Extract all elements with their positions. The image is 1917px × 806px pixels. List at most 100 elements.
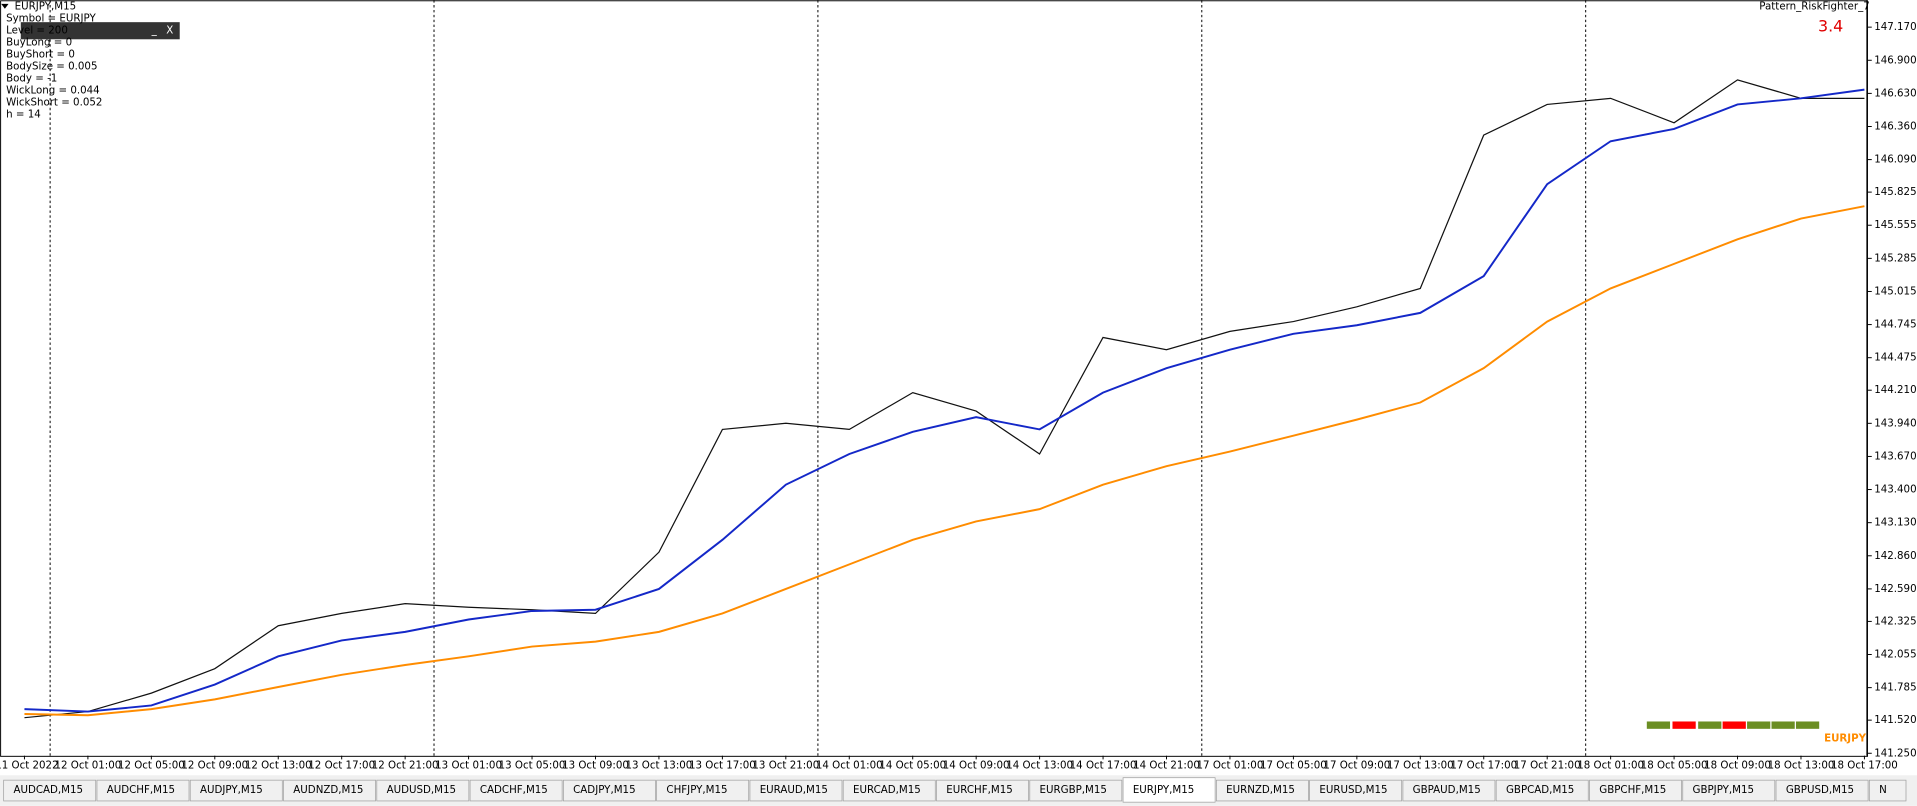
tab-label[interactable]: N <box>1879 784 1887 796</box>
tab[interactable] <box>1122 777 1216 803</box>
y-tick-label: 146.090 <box>1874 154 1916 166</box>
y-tick-label: 146.630 <box>1874 87 1916 99</box>
y-tick-label: 143.940 <box>1874 417 1916 429</box>
tab-label[interactable]: AUDNZD,M15 <box>293 784 363 796</box>
indicator-name: Pattern_RiskFighter_7 <box>1759 0 1869 12</box>
tab-label[interactable]: EURCHF,M15 <box>946 784 1013 796</box>
series-line <box>24 88 1865 713</box>
tab-label[interactable]: EURNZD,M15 <box>1226 784 1295 796</box>
y-tick-label: 143.400 <box>1874 484 1916 496</box>
tab-label[interactable]: EURAUD,M15 <box>760 784 828 796</box>
y-tick-label: 141.520 <box>1874 714 1916 726</box>
x-tick-label: 18 Oct 09:00 <box>1704 759 1771 771</box>
x-tick-label: 13 Oct 17:00 <box>689 759 756 771</box>
tab-label[interactable]: GBPAUD,M15 <box>1413 784 1481 796</box>
tab[interactable] <box>1029 779 1123 802</box>
y-tick-label: 142.055 <box>1874 649 1916 661</box>
y-tick-label: 142.325 <box>1874 615 1916 627</box>
chart-frame <box>0 0 1868 757</box>
tab-label[interactable]: EURGBP,M15 <box>1040 784 1107 796</box>
x-tick-label: 18 Oct 01:00 <box>1577 759 1644 771</box>
tab[interactable] <box>1215 779 1309 802</box>
tab[interactable] <box>842 779 936 802</box>
tab[interactable] <box>1868 779 1907 802</box>
x-tick-label: 11 Oct 2022 <box>0 759 59 771</box>
x-tick-label: 13 Oct 01:00 <box>435 759 502 771</box>
x-tick-label: 13 Oct 05:00 <box>499 759 566 771</box>
tab[interactable] <box>1495 779 1589 802</box>
tab[interactable] <box>1589 779 1682 802</box>
signal-cell <box>1646 721 1671 729</box>
y-tick-label: 145.285 <box>1874 252 1916 264</box>
panel-bar <box>20 22 180 40</box>
x-tick-label: 12 Oct 01:00 <box>54 759 121 771</box>
tab-label[interactable]: CHFJPY,M15 <box>666 784 727 796</box>
collapse-arrow[interactable] <box>1 3 9 9</box>
tab[interactable] <box>469 779 563 802</box>
tab[interactable] <box>1402 779 1496 802</box>
y-tick-label: 145.825 <box>1874 186 1916 198</box>
tab-label[interactable]: CADJPY,M15 <box>573 784 635 796</box>
x-tick-label: 18 Oct 13:00 <box>1768 759 1835 771</box>
tab[interactable] <box>656 779 750 802</box>
x-tick-label: 14 Oct 09:00 <box>943 759 1010 771</box>
y-tick-label: 143.130 <box>1874 517 1916 529</box>
y-tick-label: 144.210 <box>1874 384 1916 396</box>
info-line: BuyShort = 0 <box>6 48 75 60</box>
y-tick-label: 145.555 <box>1874 219 1916 231</box>
x-tick-label: 12 Oct 05:00 <box>118 759 185 771</box>
tab-label[interactable]: GBPUSD,M15 <box>1786 784 1854 796</box>
tab-label[interactable]: GBPCAD,M15 <box>1506 784 1574 796</box>
tab-label[interactable]: CADCHF,M15 <box>480 784 548 796</box>
x-tick-label: 17 Oct 09:00 <box>1323 759 1390 771</box>
tab-label[interactable]: AUDJPY,M15 <box>200 784 263 796</box>
tab[interactable] <box>3 779 97 802</box>
x-tick-label: 12 Oct 13:00 <box>245 759 312 771</box>
tab[interactable] <box>936 779 1029 802</box>
signal-cell <box>1672 721 1696 729</box>
tab-label[interactable]: GBPJPY,M15 <box>1693 784 1755 796</box>
tab[interactable] <box>96 779 190 802</box>
tab[interactable] <box>283 779 376 802</box>
signal-cell <box>1722 721 1746 729</box>
tab-label[interactable]: AUDUSD,M15 <box>387 784 456 796</box>
x-tick-label: 12 Oct 21:00 <box>372 759 439 771</box>
y-tick-label: 141.250 <box>1874 747 1916 759</box>
tab[interactable] <box>1309 779 1403 802</box>
y-tick-label: 145.015 <box>1874 285 1916 297</box>
x-tick-label: 18 Oct 17:00 <box>1831 759 1898 771</box>
x-tick-label: 17 Oct 01:00 <box>1197 759 1264 771</box>
signal-cell <box>1795 721 1820 729</box>
x-tick-label: 13 Oct 09:00 <box>562 759 629 771</box>
tab-label[interactable]: GBPCHF,M15 <box>1599 784 1666 796</box>
minimize-button[interactable]: _ <box>151 25 158 37</box>
close-button[interactable]: X <box>166 25 173 37</box>
tab-label[interactable]: AUDCAD,M15 <box>13 784 83 796</box>
tab-label[interactable]: EURUSD,M15 <box>1319 784 1387 796</box>
x-tick-label: 12 Oct 09:00 <box>181 759 248 771</box>
info-line: Level = 200 <box>6 24 68 36</box>
x-tick-label: 17 Oct 05:00 <box>1260 759 1327 771</box>
tab-label[interactable]: EURCAD,M15 <box>853 784 921 796</box>
tab[interactable] <box>562 779 656 802</box>
x-tick-label: 14 Oct 17:00 <box>1070 759 1137 771</box>
info-line: Symbol = EURJPY <box>6 12 96 24</box>
x-tick-label: 14 Oct 13:00 <box>1006 759 1073 771</box>
y-tick-label: 142.860 <box>1874 550 1916 562</box>
tab-label[interactable]: EURJPY,M15 <box>1133 784 1195 796</box>
y-tick-label: 141.785 <box>1874 682 1916 694</box>
series-line <box>24 205 1865 717</box>
tab-label[interactable]: AUDCHF,M15 <box>107 784 175 796</box>
series-line <box>24 79 1865 719</box>
tab[interactable] <box>749 779 843 802</box>
tab[interactable] <box>376 779 470 802</box>
tab[interactable] <box>1775 779 1869 802</box>
info-line: WickLong = 0.044 <box>6 84 100 96</box>
tab[interactable] <box>1682 779 1776 802</box>
x-tick-label: 12 Oct 17:00 <box>308 759 375 771</box>
info-line: Body = -1 <box>6 72 57 84</box>
indicator-value: 3.4 <box>1818 17 1843 36</box>
tab[interactable] <box>189 779 283 802</box>
